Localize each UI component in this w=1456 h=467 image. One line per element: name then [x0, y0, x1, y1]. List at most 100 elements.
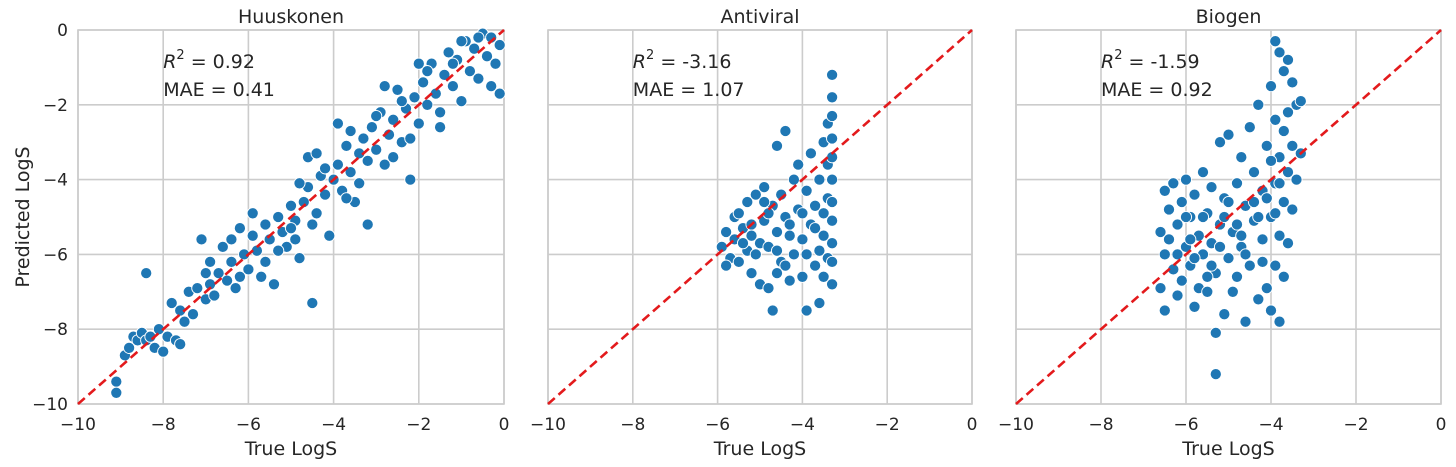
data-point	[165, 296, 178, 310]
data-point	[331, 158, 344, 171]
data-point	[796, 233, 809, 246]
data-point	[323, 229, 336, 242]
data-point	[745, 267, 758, 280]
data-point	[770, 225, 784, 239]
data-point	[826, 132, 839, 145]
data-point	[817, 270, 830, 283]
data-point	[1256, 255, 1269, 268]
data-point	[1196, 210, 1210, 224]
data-point	[1277, 195, 1290, 209]
data-point	[1269, 113, 1282, 126]
data-point	[186, 308, 200, 321]
data-point	[732, 255, 745, 268]
data-point	[1235, 151, 1248, 164]
data-point	[472, 31, 485, 44]
data-point	[1281, 53, 1295, 66]
x-tick-label: −4	[321, 415, 346, 435]
data-point	[140, 267, 153, 280]
data-point	[225, 233, 238, 246]
data-point	[800, 184, 813, 197]
data-point	[391, 83, 404, 96]
data-point	[289, 233, 302, 246]
data-point	[387, 113, 400, 126]
data-point	[493, 38, 506, 52]
data-point	[1175, 195, 1188, 209]
data-point	[1273, 177, 1286, 190]
x-tick-label: 0	[499, 415, 510, 435]
data-point	[783, 274, 796, 287]
x-tick-label: −2	[875, 415, 900, 435]
data-point	[1252, 98, 1265, 111]
data-point	[826, 91, 839, 104]
data-point	[1230, 270, 1244, 283]
data-point	[1252, 293, 1265, 306]
y-tick-label: −2	[43, 96, 68, 116]
data-point	[259, 218, 272, 231]
x-axis-label: True LogS	[1181, 438, 1274, 460]
x-tick-label: −10	[60, 415, 96, 435]
data-point	[378, 80, 391, 93]
data-point	[1230, 177, 1244, 190]
data-point	[1264, 304, 1278, 317]
data-point	[826, 109, 839, 123]
data-point	[387, 151, 400, 164]
data-point	[1286, 76, 1299, 89]
data-point	[174, 338, 187, 351]
data-point	[370, 109, 383, 123]
data-point	[272, 210, 285, 224]
data-point	[1158, 184, 1171, 197]
data-point	[1264, 154, 1278, 167]
data-point	[178, 315, 191, 328]
data-point	[242, 263, 255, 276]
data-point	[395, 95, 408, 108]
data-point	[353, 177, 366, 190]
data-point	[293, 252, 306, 265]
panel-title: Huuskonen	[238, 6, 344, 28]
data-point	[770, 267, 784, 280]
scatter-points	[1154, 35, 1307, 381]
data-point	[110, 375, 123, 388]
x-tick-label: −8	[620, 415, 645, 435]
data-point	[361, 218, 374, 231]
x-tick-label: −8	[1088, 415, 1113, 435]
data-point	[340, 139, 353, 152]
x-axis-label: True LogS	[244, 438, 337, 460]
data-point	[1269, 259, 1282, 272]
data-point	[804, 147, 817, 160]
data-point	[1162, 233, 1176, 246]
data-point	[485, 80, 498, 93]
data-point	[421, 65, 434, 78]
data-point	[796, 270, 809, 283]
data-point	[455, 95, 468, 108]
data-point	[809, 259, 822, 272]
data-point	[1230, 218, 1244, 231]
data-point	[208, 289, 221, 302]
data-point	[434, 121, 447, 134]
data-point	[1226, 285, 1239, 298]
data-point	[446, 80, 459, 93]
data-point	[1290, 173, 1303, 186]
data-point	[1277, 124, 1290, 138]
data-point	[1277, 65, 1290, 78]
x-tick-label: −4	[1258, 415, 1283, 435]
data-point	[813, 244, 826, 257]
data-point	[1286, 139, 1299, 152]
data-point	[1184, 233, 1197, 246]
panel-huuskonen: Huuskonen −10 −8 −6 −4 −2 0 0 −2 −4 −6 −8 −10 True Lo…	[32, 6, 509, 460]
data-point	[1188, 188, 1201, 201]
data-point	[1171, 289, 1184, 302]
y-tick-label: −6	[43, 245, 68, 265]
data-point	[762, 282, 775, 295]
data-point	[826, 173, 839, 186]
data-point	[1273, 315, 1286, 328]
data-point	[1218, 308, 1231, 321]
data-point	[1277, 270, 1290, 283]
data-point	[770, 139, 784, 152]
panel-antiviral: Antiviral −10 −8 −6 −4 −2 0 True LogS R2 = -3.16…	[530, 6, 977, 460]
data-point	[787, 248, 800, 261]
data-point	[779, 259, 792, 272]
data-point	[732, 207, 745, 220]
data-point	[259, 255, 272, 268]
data-point	[221, 274, 234, 287]
data-point	[463, 65, 476, 78]
